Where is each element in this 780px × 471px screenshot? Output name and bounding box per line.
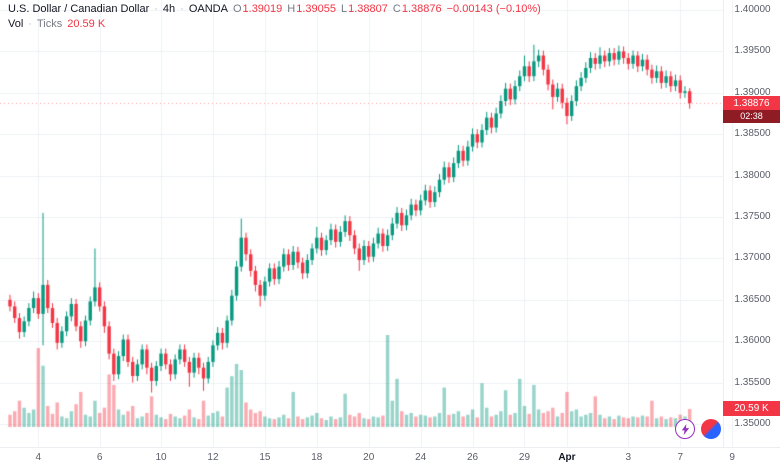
price-axis-label: 1.36000 — [734, 335, 771, 347]
boost-button[interactable] — [675, 419, 695, 439]
volume-indicator-label[interactable]: Vol — [8, 17, 24, 30]
price-axis-label: 1.35000 — [734, 418, 771, 429]
volume-badge: 20.59 K — [723, 400, 780, 416]
time-axis-label: 7 — [677, 452, 684, 463]
price-axis-label: 1.36500 — [734, 293, 771, 305]
price-axis-label: 1.39000 — [734, 86, 771, 98]
volume-value: 20.59 K — [67, 17, 106, 30]
high-label: H — [287, 2, 296, 15]
price-axis[interactable]: 1.40000 1.39500 1.39000 1.38500 1.38000 1.375… — [723, 0, 780, 447]
paper-trading-icon — [701, 419, 721, 439]
time-axis-label: 26 — [466, 452, 479, 463]
time-axis-label: 15 — [259, 452, 271, 463]
legend-separator: · — [28, 17, 32, 30]
time-axis-label: Apr — [558, 452, 576, 463]
low-label: L — [341, 2, 348, 15]
time-axis-label: 24 — [415, 452, 427, 463]
price-axis-label: 1.39500 — [734, 45, 771, 57]
time-axis-label: 6 — [96, 452, 103, 463]
time-axis-label: 20 — [363, 452, 375, 463]
lightning-icon — [680, 423, 691, 436]
high-value: 1.39055 — [296, 2, 336, 15]
symbol-name[interactable]: U.S. Dollar / Canadian Dollar — [8, 2, 150, 15]
time-axis-label: 18 — [311, 452, 323, 463]
open-value: 1.39019 — [242, 2, 283, 15]
time-axis-label: 3 — [625, 452, 632, 463]
last-price-value: 1.38876 — [723, 96, 780, 111]
paper-trading-button[interactable] — [701, 419, 721, 439]
close-label: C — [392, 2, 401, 15]
price-axis-label: 1.37500 — [734, 211, 771, 222]
time-axis-label: 12 — [207, 452, 219, 463]
interval-selector[interactable]: 4h — [162, 2, 176, 15]
time-axis[interactable]: 4 6 10 12 15 18 20 24 26 29 Apr 3 7 9 — [0, 447, 780, 471]
low-value: 1.38807 — [348, 2, 388, 15]
legend-row-volume: Vol · Ticks 20.59 K — [8, 16, 546, 31]
time-axis-label: 10 — [155, 452, 167, 463]
change-value: −0.00143 (−0.10%) — [446, 2, 541, 15]
price-axis-label: 1.40000 — [734, 4, 771, 15]
bar-countdown: 02:38 — [723, 110, 780, 124]
price-axis-label: 1.38500 — [734, 128, 771, 140]
legend-separator: · — [180, 2, 184, 15]
open-label: O — [232, 2, 242, 15]
last-price-badge: 1.38876 02:38 — [723, 96, 780, 124]
symbol-legend: U.S. Dollar / Canadian Dollar · 4h · OAN… — [8, 1, 546, 31]
price-axis-label: 1.38000 — [734, 169, 771, 181]
close-value: 1.38876 — [401, 2, 442, 15]
time-axis-label: 29 — [518, 452, 531, 463]
volume-source-label: Ticks — [36, 17, 63, 30]
time-axis-label: 4 — [35, 452, 42, 463]
price-axis-label: 1.35500 — [734, 376, 771, 388]
price-axis-label: 1.37000 — [734, 252, 771, 264]
legend-separator: · — [154, 2, 158, 15]
time-axis-label: 9 — [729, 452, 735, 463]
legend-row-main: U.S. Dollar / Canadian Dollar · 4h · OAN… — [8, 1, 546, 16]
exchange-name[interactable]: OANDA — [188, 2, 228, 15]
